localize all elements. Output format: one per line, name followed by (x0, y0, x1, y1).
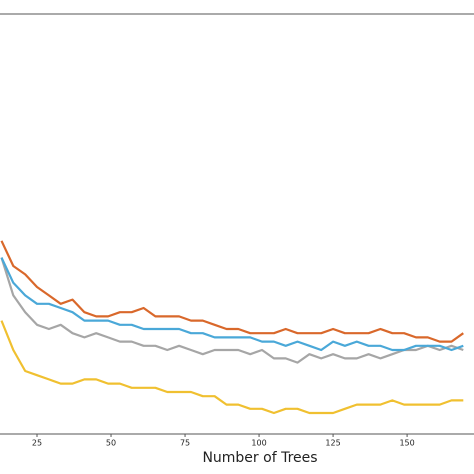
x-axis-label: Number of Trees (202, 450, 317, 466)
series-line (0, 257, 464, 352)
series-line (0, 257, 464, 364)
series-line (0, 240, 464, 343)
x-tick-label: 150 (399, 439, 414, 448)
x-tick-label: 75 (180, 439, 190, 448)
x-tick-label: 25 (32, 439, 42, 448)
series-line (0, 320, 464, 415)
x-tick-label: 50 (106, 439, 116, 448)
x-tick-label: 125 (325, 439, 340, 448)
x-tick-label: 100 (251, 439, 266, 448)
